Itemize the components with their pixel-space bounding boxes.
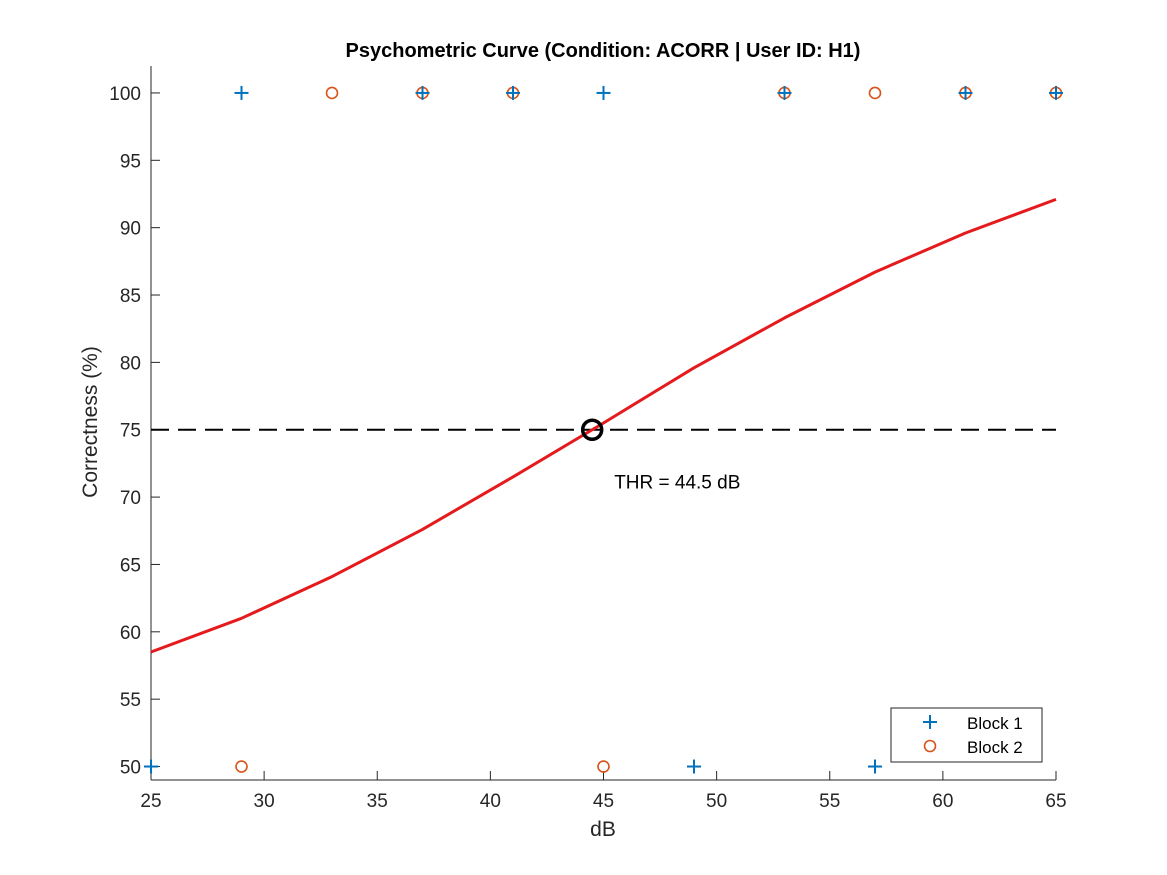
data-point-block-1: [506, 85, 520, 100]
y-tick-label: 80: [120, 353, 141, 374]
legend-marker-block-2: [923, 739, 937, 753]
data-point-block-1: [1049, 85, 1063, 100]
data-point-block-1: [234, 85, 249, 100]
x-tick-label: 65: [1045, 791, 1066, 812]
data-point-block-1: [144, 759, 158, 774]
x-tick-label: 30: [254, 791, 275, 812]
legend-marker-block-1: [923, 715, 937, 729]
data-point-block-2: [597, 760, 610, 773]
x-tick-label: 60: [932, 791, 953, 812]
legend-label-block-2: Block 2: [967, 738, 1023, 757]
x-tick-label: 25: [140, 791, 161, 812]
y-tick-label: 85: [120, 286, 141, 307]
chart-title: Psychometric Curve (Condition: ACORR | U…: [346, 40, 861, 62]
legend-box: [890, 707, 1043, 763]
data-point-block-1: [596, 85, 611, 100]
x-tick-label: 50: [706, 791, 727, 812]
data-point-block-2: [868, 86, 882, 100]
legend: Block 1 Block 2: [890, 707, 1043, 763]
y-tick-label: 55: [120, 690, 141, 711]
threshold-marker: [580, 418, 604, 441]
legend-plus-icon: [923, 715, 937, 729]
x-tick-label: 35: [367, 791, 388, 812]
data-point-block-1: [687, 759, 701, 774]
legend-circle-icon: [923, 739, 937, 753]
data-point-block-1: [958, 85, 973, 100]
x-tick-label: 45: [593, 791, 614, 812]
y-axis-label: Correctness (%): [79, 346, 102, 498]
data-point-block-1: [868, 759, 882, 774]
y-tick-label: 60: [120, 623, 141, 644]
data-point-block-1: [777, 85, 792, 100]
y-tick-label: 75: [120, 421, 141, 442]
x-tick-label: 40: [480, 791, 501, 812]
y-tick-label: 50: [120, 758, 141, 779]
y-tick-label: 95: [120, 151, 141, 172]
data-point-block-2: [235, 760, 248, 773]
y-tick-label: 65: [120, 555, 141, 576]
legend-label-block-1: Block 1: [967, 714, 1023, 733]
x-tick-label: 55: [819, 791, 840, 812]
data-point-block-2: [325, 86, 339, 100]
y-tick-label: 90: [120, 219, 141, 240]
y-tick-label: 70: [120, 488, 141, 509]
x-axis-label: dB: [590, 818, 616, 841]
data-point-block-1: [415, 85, 430, 100]
threshold-label: THR = 44.5 dB: [614, 473, 740, 494]
fit-curve: [150, 197, 1057, 654]
plot-area: 25 30 35 40 45 50 55 60 65 50 55 60 65 70 75 80 85 90 95 10…: [109, 66, 1067, 812]
y-tick-label: 100: [109, 84, 141, 105]
